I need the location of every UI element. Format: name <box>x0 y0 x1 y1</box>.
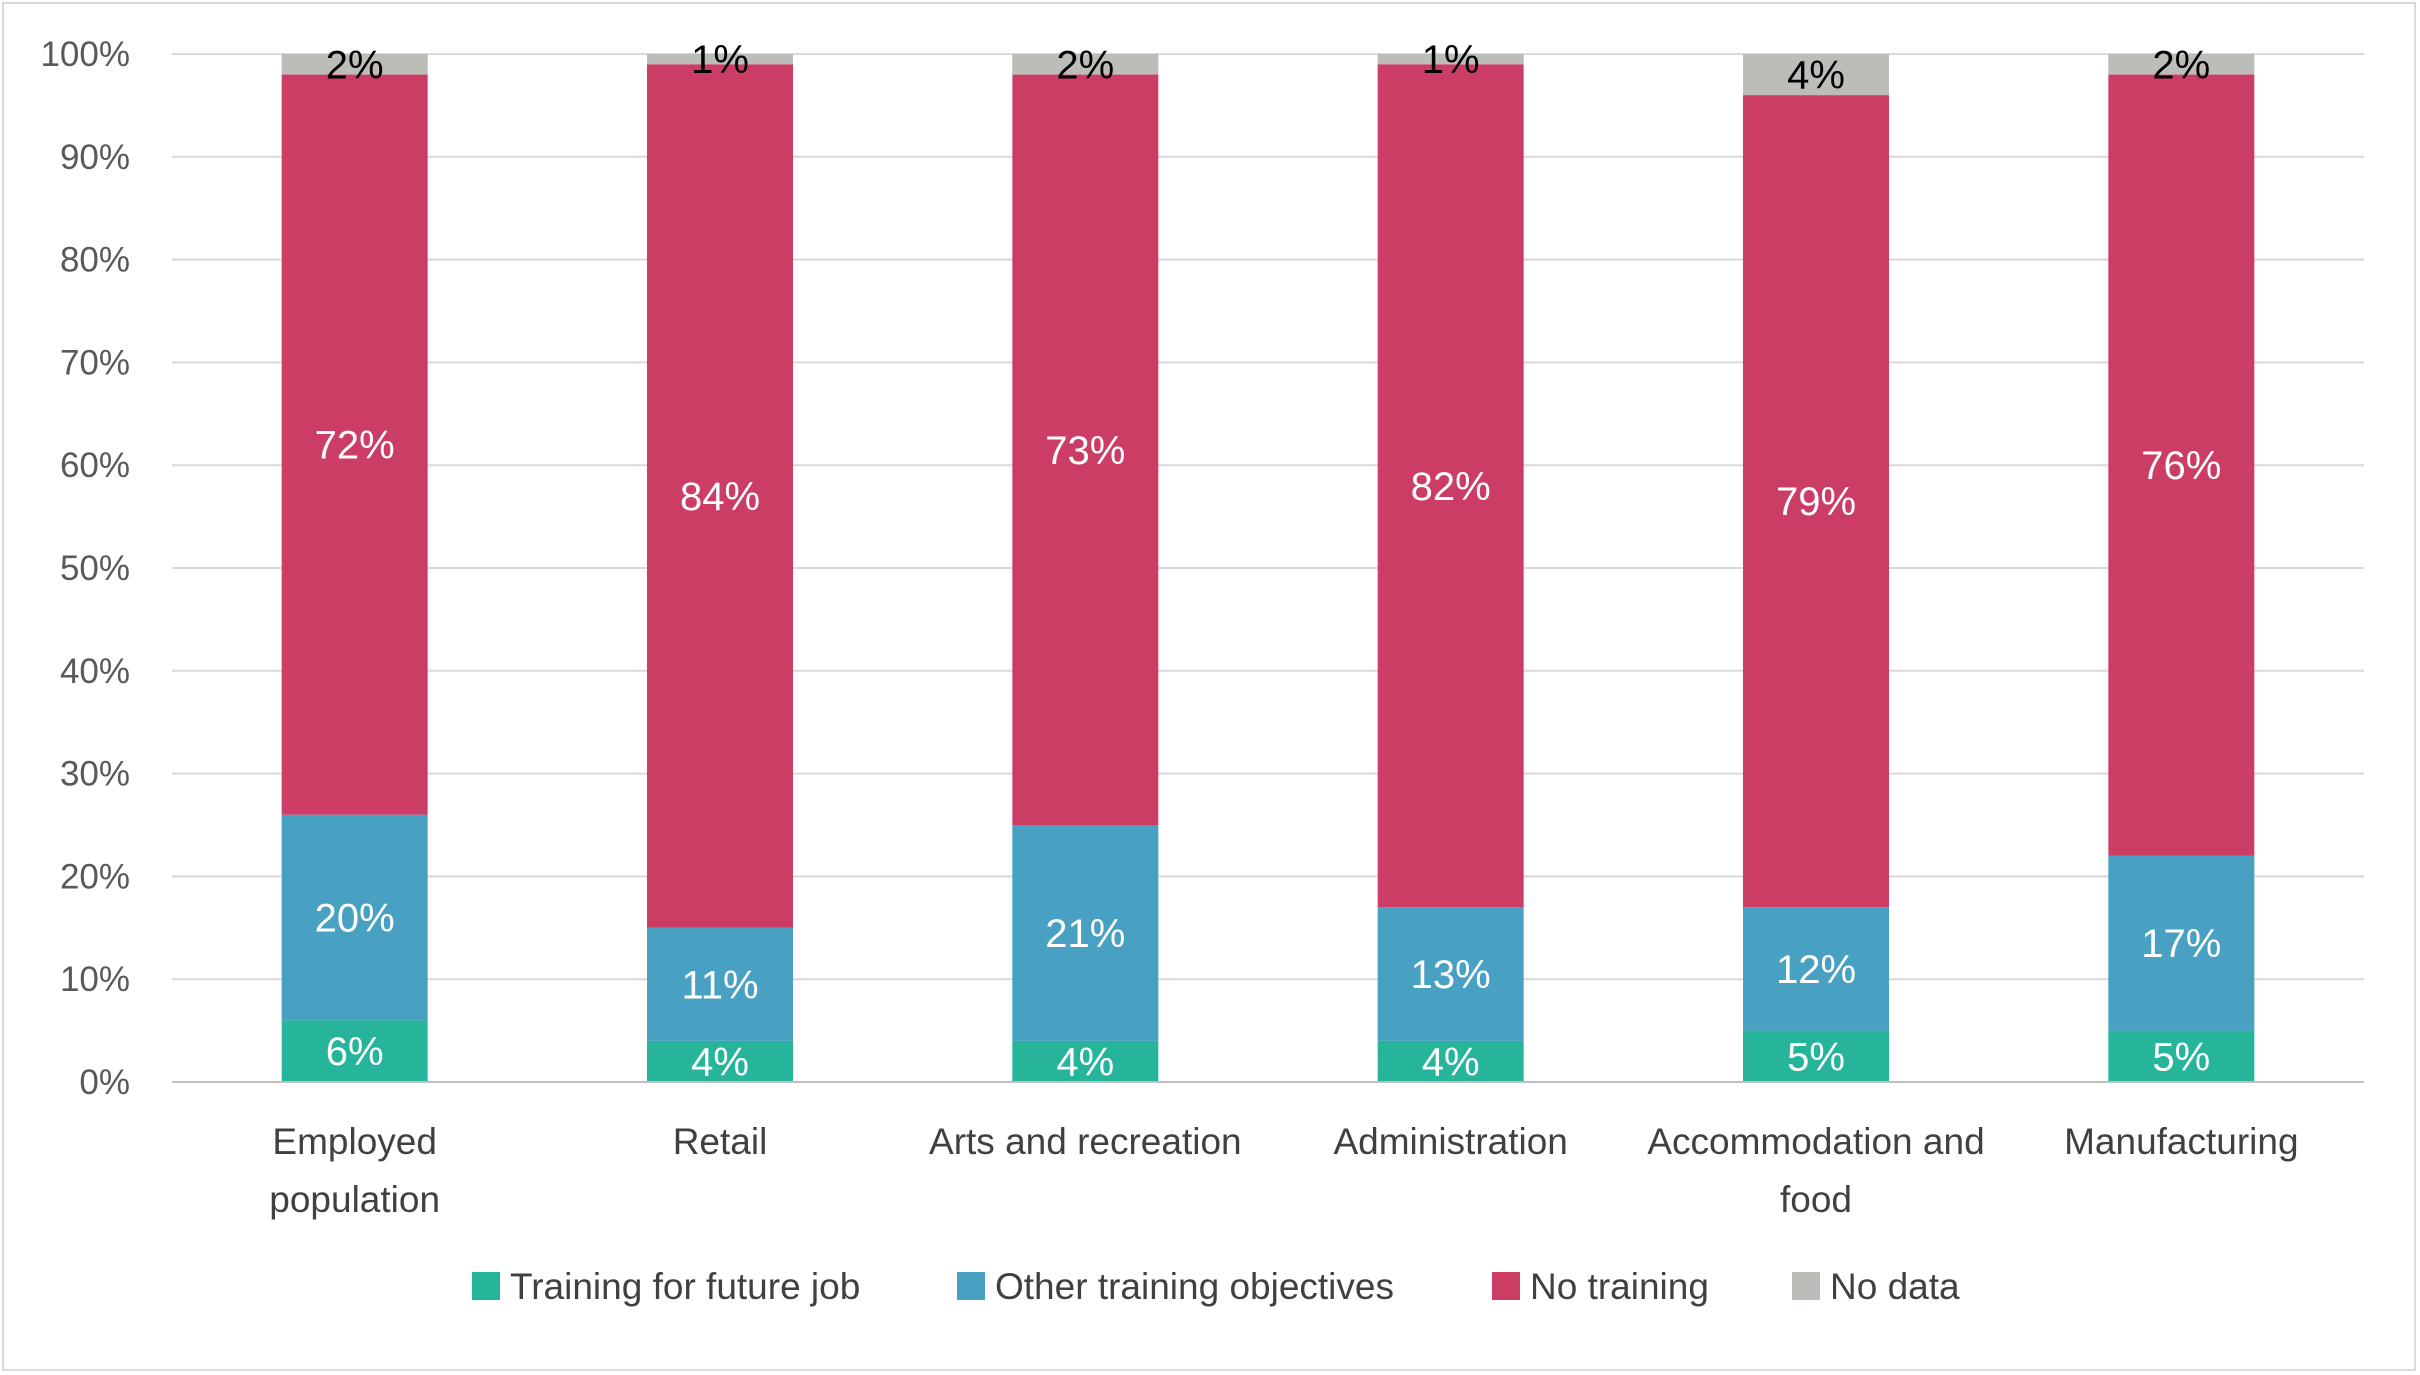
bar-segment <box>1012 74 1159 825</box>
bar-segment <box>1012 1040 1159 1082</box>
y-tick-label: 30% <box>60 755 130 794</box>
bar-segment <box>281 814 428 1021</box>
y-tick-label: 70% <box>60 343 130 382</box>
legend-swatch <box>1492 1272 1520 1300</box>
bar-segment <box>281 1020 428 1082</box>
bar-segment <box>647 54 793 65</box>
data-label: 11% <box>681 963 758 1007</box>
bar-segment <box>1377 64 1524 908</box>
y-tick-label: 50% <box>60 549 130 588</box>
data-label: 4% <box>1056 1040 1114 1084</box>
y-tick-label: 10% <box>60 960 130 999</box>
y-tick-label: 0% <box>79 1063 130 1102</box>
y-tick-label: 20% <box>60 857 130 896</box>
bar-segment <box>1743 54 1889 96</box>
y-tick-label: 80% <box>60 241 130 280</box>
y-tick-label: 100% <box>40 35 130 74</box>
data-label: 2% <box>326 43 384 87</box>
x-tick-label: Manufacturing <box>2064 1121 2298 1162</box>
bar-segment <box>2108 855 2255 1031</box>
data-label: 17% <box>2141 922 2221 966</box>
data-label: 6% <box>326 1030 384 1074</box>
data-label: 82% <box>1411 465 1491 509</box>
legend-swatch <box>1792 1272 1820 1300</box>
bar-segment <box>647 1040 793 1082</box>
legend-label: No training <box>1530 1266 1709 1307</box>
bar-segment <box>2108 74 2255 856</box>
data-label: 4% <box>1787 54 1845 98</box>
bar-segment <box>1743 1030 1889 1082</box>
bar-segment <box>1012 54 1159 75</box>
data-label: 5% <box>2152 1035 2210 1079</box>
data-label: 72% <box>315 424 395 468</box>
data-label: 1% <box>1422 38 1480 82</box>
x-tick-label: Retail <box>673 1121 768 1162</box>
data-label: 79% <box>1776 480 1856 524</box>
gridlines <box>172 53 2364 981</box>
legend-swatch <box>472 1272 500 1300</box>
bar-segment <box>1743 95 1889 908</box>
legend-label: Training for future job <box>510 1266 860 1307</box>
data-label: 13% <box>1411 953 1491 997</box>
data-label: 4% <box>691 1040 749 1084</box>
bar-segment <box>2108 1030 2255 1082</box>
x-tick-label: Accommodation and <box>1647 1121 1984 1162</box>
data-label: 5% <box>1787 1035 1845 1079</box>
x-tick-label: Arts and recreation <box>929 1121 1242 1162</box>
x-tick-label: Employed <box>272 1121 437 1162</box>
y-tick-label: 40% <box>60 652 130 691</box>
bar-segment <box>647 64 793 928</box>
legend-label: Other training objectives <box>995 1266 1394 1307</box>
x-tick-label: Administration <box>1333 1121 1567 1162</box>
bar-segment <box>281 74 428 815</box>
data-label: 76% <box>2141 444 2221 488</box>
y-tick-label: 60% <box>60 446 130 485</box>
bar-segment <box>2108 54 2255 75</box>
bar-segment <box>281 54 428 75</box>
bar-segment <box>1377 54 1524 65</box>
x-tick-label: food <box>1780 1179 1852 1220</box>
legend: Training for future job Other training ob… <box>472 1266 1960 1307</box>
data-label: 1% <box>691 38 749 82</box>
data-label: 21% <box>1045 912 1125 956</box>
data-label: 2% <box>1056 43 1114 87</box>
y-axis: 0% 10% 20% 30% 40% 50% 60% 70% 80% 90% 100% <box>40 35 130 1102</box>
data-label: 73% <box>1045 429 1125 473</box>
data-label: 12% <box>1776 948 1856 992</box>
legend-swatch <box>957 1272 985 1300</box>
data-labels: 6% 20% 72% 2% 4% 11% 84% 1% 4% 21% 73% 2% 4% 13% 82% 1%… <box>315 38 2222 1084</box>
bar-segment <box>1377 907 1524 1041</box>
data-label: 20% <box>315 897 395 941</box>
bar-segment <box>1743 907 1889 1031</box>
x-tick-label: population <box>269 1179 440 1220</box>
data-label: 4% <box>1422 1040 1480 1084</box>
bar-segment <box>647 927 793 1041</box>
legend-label: No data <box>1830 1266 1960 1307</box>
y-tick-label: 90% <box>60 138 130 177</box>
bar-segment <box>1377 1040 1524 1082</box>
x-axis: Employed population Retail Arts and recreat… <box>172 1081 2364 1220</box>
bar-segment <box>1012 825 1159 1041</box>
data-label: 84% <box>680 475 760 519</box>
data-label: 2% <box>2152 43 2210 87</box>
bars <box>281 54 2255 1082</box>
